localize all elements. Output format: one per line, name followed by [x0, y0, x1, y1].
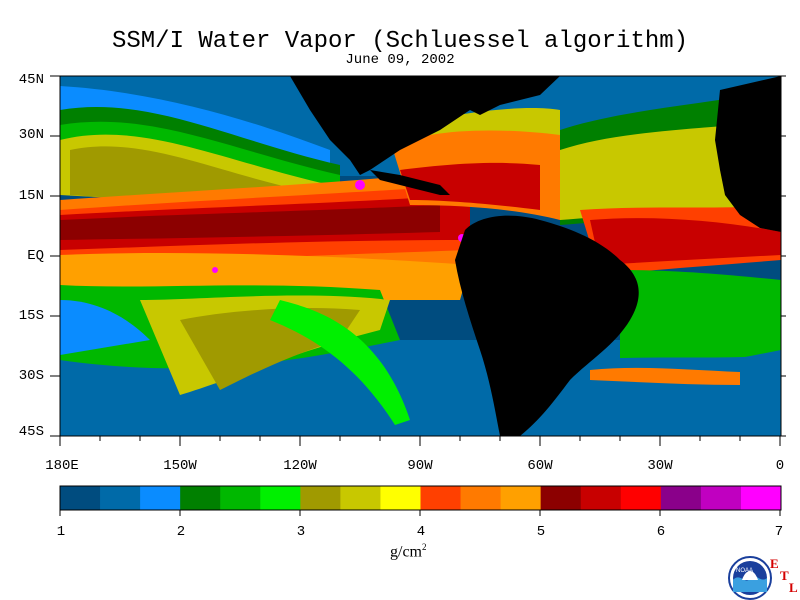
- colorbar-swatch: [300, 486, 341, 510]
- colorbar-swatch: [340, 486, 381, 510]
- colorbar-label-6: 6: [656, 524, 666, 540]
- colorbar-label-2: 2: [176, 524, 186, 540]
- map-date-subtitle: June 09, 2002: [345, 52, 455, 68]
- lon-label-30w: 30W: [647, 458, 673, 474]
- colorbar-swatch: [420, 486, 462, 510]
- colorbar-swatch: [700, 486, 742, 510]
- colorbar-swatch: [220, 486, 261, 510]
- lat-label-45s: 45S: [18, 424, 44, 440]
- colorbar-swatch: [660, 486, 702, 510]
- etl-letter-t: T: [780, 568, 789, 583]
- units-exponent: 2: [422, 542, 427, 552]
- lon-label-0: 0: [775, 458, 785, 474]
- colorbar-swatch: [140, 486, 181, 510]
- colorbar-swatch: [260, 486, 301, 510]
- colorbar-swatch: [620, 486, 662, 510]
- colorbar-swatch: [580, 486, 622, 510]
- colorbar-label-4: 4: [416, 524, 426, 540]
- etl-letter-l: L: [789, 580, 798, 595]
- colorbar-label-5: 5: [536, 524, 546, 540]
- colorbar-units: g/cm2: [390, 542, 427, 561]
- colorbar-label-7: 7: [774, 524, 784, 540]
- lat-label-15s: 15S: [18, 308, 44, 324]
- lat-label-30n: 30N: [18, 127, 44, 143]
- lat-label-eq: EQ: [27, 248, 44, 264]
- colorbar-swatch: [740, 486, 782, 510]
- lon-label-90w: 90W: [407, 458, 433, 474]
- colorbar-label-1: 1: [56, 524, 66, 540]
- colorbar-swatch: [460, 486, 502, 510]
- colorbar-swatch: [540, 486, 582, 510]
- map-title: SSM/I Water Vapor (Schluessel algorithm): [111, 28, 689, 55]
- colorbar-swatch: [60, 486, 101, 510]
- lat-label-30s: 30S: [18, 368, 44, 384]
- lon-label-180e: 180E: [45, 458, 79, 474]
- colorbar-label-3: 3: [296, 524, 306, 540]
- colorbar-swatch: [180, 486, 221, 510]
- lon-label-150w: 150W: [163, 458, 197, 474]
- lat-label-45n: 45N: [18, 72, 44, 88]
- noaa-logo-text: NOAA: [736, 568, 754, 574]
- lon-label-120w: 120W: [283, 458, 317, 474]
- units-text: g/cm: [390, 543, 422, 561]
- lon-label-60w: 60W: [527, 458, 553, 474]
- colorbar-swatch: [380, 486, 421, 510]
- lat-label-15n: 15N: [18, 188, 44, 204]
- colorbar-swatch: [100, 486, 141, 510]
- etl-letter-e: E: [770, 556, 779, 571]
- noaa-logo: [728, 556, 772, 600]
- colorbar-swatch: [500, 486, 542, 510]
